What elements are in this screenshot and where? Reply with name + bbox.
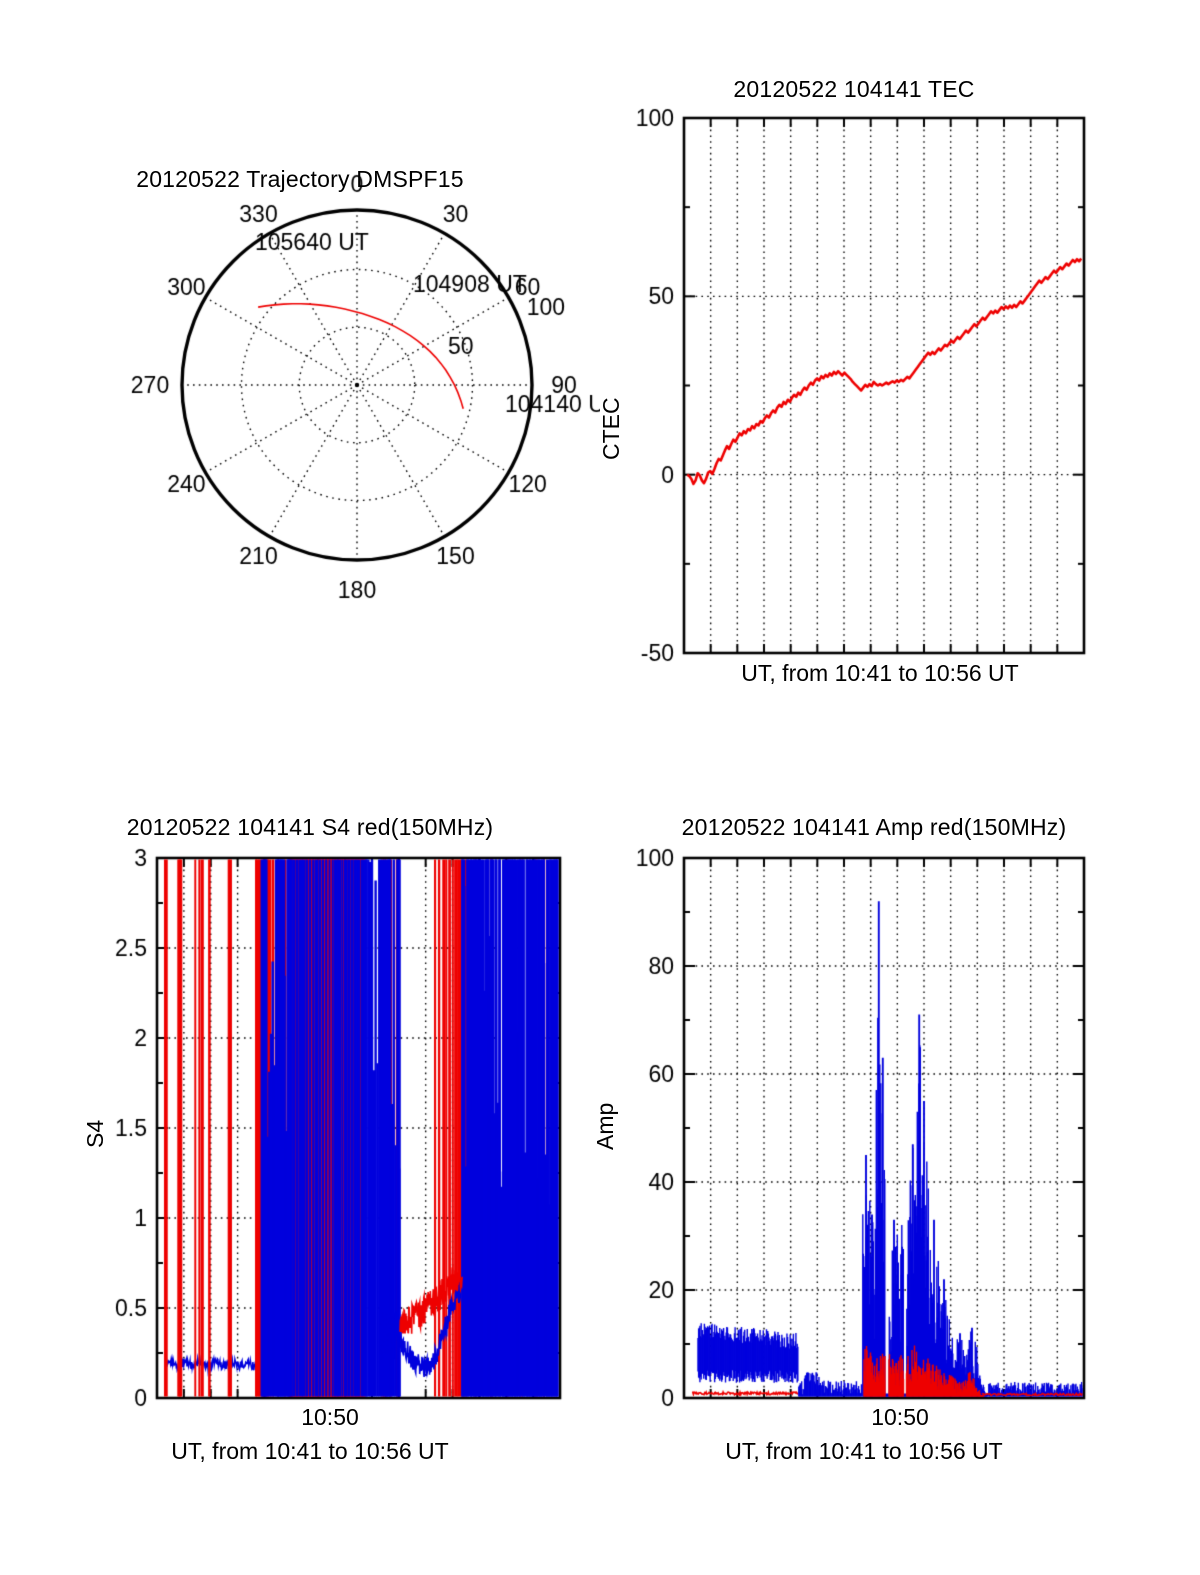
trajectory-title: 20120522 Trajectory DMSPF15 — [136, 166, 464, 192]
tec-canvas — [560, 60, 1200, 700]
amp-y-axis-label: Amp — [592, 1102, 618, 1150]
amp-title: 20120522 104141 Amp red(150MHz) — [681, 814, 1067, 840]
tec-x-axis-label: UT, from 10:41 to 10:56 UT — [741, 660, 1019, 686]
s4-title: 20120522 104141 S4 red(150MHz) — [126, 814, 494, 840]
s4-canvas — [0, 800, 600, 1500]
amp-x-tick-label: 10:50 — [871, 1404, 929, 1430]
s4-x-axis-label: UT, from 10:41 to 10:56 UT — [171, 1438, 449, 1464]
amp-canvas — [560, 800, 1200, 1500]
tec-title: 20120522 104141 TEC — [733, 76, 975, 102]
tec-y-axis-label: CTEC — [598, 397, 624, 460]
panel-tec: 20120522 104141 TEC CTEC UT, from 10:41 … — [560, 60, 1200, 700]
s4-y-axis-label: S4 — [82, 1119, 108, 1148]
amp-x-axis-label: UT, from 10:41 to 10:56 UT — [725, 1438, 1003, 1464]
panel-trajectory: 20120522 Trajectory DMSPF15 — [0, 0, 600, 640]
panel-amp: 20120522 104141 Amp red(150MHz) Amp 10:5… — [560, 800, 1200, 1500]
panel-s4: 20120522 104141 S4 red(150MHz) S4 10:50 … — [0, 800, 600, 1500]
trajectory-canvas — [0, 0, 600, 640]
s4-x-tick-label: 10:50 — [301, 1404, 359, 1430]
